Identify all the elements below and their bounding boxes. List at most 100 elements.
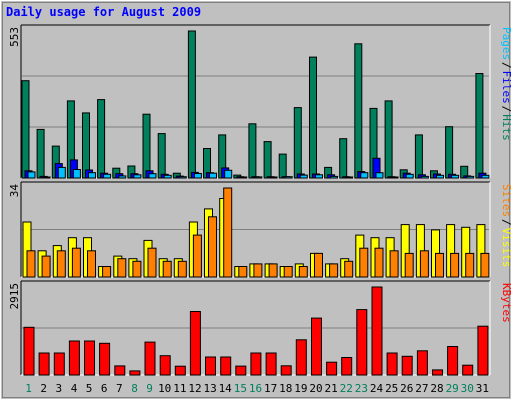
- bar-pages-day-3: [57, 166, 66, 179]
- bar-sites-day-11: [177, 260, 187, 278]
- x-tick-label-day-17: 17: [264, 382, 277, 395]
- bar-pages-day-7: [118, 175, 127, 179]
- bar-pages-day-22: [345, 176, 354, 179]
- bar-sites-day-19: [298, 266, 308, 278]
- bar-hits-day-31: [475, 73, 484, 179]
- bar-kbytes-day-16: [250, 352, 262, 376]
- legend-separator: /: [500, 62, 512, 69]
- bar-sites-day-1: [26, 250, 36, 278]
- x-tick-label-day-21: 21: [324, 382, 337, 395]
- bar-hits-day-20: [309, 56, 317, 179]
- bar-pages-day-13: [209, 172, 217, 179]
- bar-sites-day-31: [480, 252, 490, 278]
- bar-sites-day-22: [344, 260, 354, 278]
- bar-hits-day-2: [36, 128, 45, 179]
- bar-sites-day-16: [253, 263, 263, 278]
- bar-kbytes-day-10: [159, 355, 171, 376]
- bar-sites-day-12: [192, 234, 202, 278]
- legend-separator: /: [500, 219, 512, 226]
- bar-sites-day-20: [314, 252, 323, 278]
- bar-kbytes-day-21: [326, 361, 338, 376]
- bar-sites-day-15: [238, 266, 248, 278]
- bar-sites-day-23: [359, 247, 369, 278]
- x-tick-label-day-4: 4: [71, 382, 78, 395]
- bar-pages-day-21: [330, 175, 339, 179]
- bar-hits-day-29: [445, 126, 454, 179]
- x-tick-label-day-22: 22: [340, 382, 353, 395]
- bar-sites-day-24: [374, 247, 384, 278]
- x-tick-label-day-29: 29: [446, 382, 459, 395]
- bar-pages-day-18: [284, 176, 293, 179]
- bar-kbytes-day-1: [23, 326, 35, 376]
- bar-kbytes-day-6: [99, 342, 111, 376]
- legend-hits: Hits: [500, 114, 512, 141]
- bar-kbytes-day-11: [174, 365, 186, 376]
- chart-title: Daily usage for August 2009: [6, 5, 202, 19]
- bar-kbytes-day-15: [235, 365, 247, 376]
- bar-hits-day-22: [339, 138, 348, 179]
- bar-kbytes-day-8: [129, 370, 141, 376]
- x-tick-label-day-20: 20: [309, 382, 322, 395]
- bar-pages-day-27: [420, 175, 429, 179]
- bar-sites-day-10: [162, 260, 172, 278]
- bar-sites-day-29: [450, 252, 460, 278]
- x-tick-label-day-18: 18: [279, 382, 292, 395]
- bar-pages-day-19: [299, 174, 308, 179]
- bar-pages-day-25: [390, 176, 399, 179]
- bar-kbytes-day-12: [189, 311, 201, 376]
- bar-kbytes-day-27: [416, 350, 428, 376]
- bar-pages-day-23: [360, 172, 369, 179]
- bar-kbytes-day-4: [68, 340, 80, 376]
- x-tick-label-day-1: 1: [25, 382, 32, 395]
- bar-pages-day-6: [103, 173, 112, 179]
- bar-sites-day-9: [147, 247, 157, 278]
- bar-pages-day-9: [148, 173, 157, 179]
- bar-hits-day-19: [293, 107, 302, 179]
- bar-sites-day-27: [419, 250, 429, 278]
- bar-hits-day-9: [142, 113, 151, 179]
- bar-pages-day-2: [42, 176, 51, 179]
- x-tick-label-day-3: 3: [55, 382, 62, 395]
- bar-sites-day-13: [208, 216, 217, 278]
- bar-pages-day-17: [269, 176, 278, 179]
- legend-files: Files: [500, 71, 512, 104]
- bar-hits-day-5: [82, 112, 90, 179]
- bar-pages-day-1: [27, 171, 36, 179]
- x-tick-label-day-9: 9: [146, 382, 153, 395]
- y-max-label: 34: [8, 184, 21, 198]
- bar-sites-day-4: [71, 247, 81, 278]
- bar-kbytes-day-25: [386, 352, 398, 376]
- bar-sites-day-8: [132, 260, 142, 278]
- bar-sites-day-21: [329, 263, 339, 278]
- bar-hits-day-18: [278, 153, 287, 179]
- bar-kbytes-day-5: [84, 340, 95, 376]
- bar-sites-day-3: [56, 250, 66, 278]
- bar-pages-day-5: [88, 172, 96, 179]
- bar-hits-day-12: [187, 30, 196, 179]
- bar-hits-day-27: [414, 134, 423, 179]
- bar-sites-day-14: [223, 187, 233, 278]
- x-tick-label-day-19: 19: [294, 382, 307, 395]
- bar-kbytes-day-24: [371, 286, 383, 376]
- bar-hits-day-6: [97, 99, 106, 179]
- x-tick-label-day-6: 6: [101, 382, 108, 395]
- bar-hits-day-23: [354, 43, 363, 179]
- bar-kbytes-day-13: [205, 356, 216, 376]
- bar-sites-day-30: [465, 252, 475, 278]
- bar-kbytes-day-2: [38, 352, 50, 376]
- bar-pages-day-15: [239, 176, 248, 179]
- x-tick-label-day-11: 11: [173, 382, 186, 395]
- x-tick-label-day-12: 12: [188, 382, 201, 395]
- legend-visits: Visits: [500, 228, 512, 268]
- bar-pages-day-8: [133, 174, 142, 179]
- legend-pages: Pages: [500, 27, 512, 60]
- bar-kbytes-day-26: [401, 355, 413, 376]
- bar-kbytes-day-30: [462, 364, 474, 376]
- x-tick-label-day-31: 31: [476, 382, 489, 395]
- x-tick-label-day-28: 28: [430, 382, 443, 395]
- bar-pages-day-20: [315, 174, 323, 179]
- bar-pages-day-10: [163, 174, 172, 179]
- bar-kbytes-day-17: [265, 352, 277, 376]
- bar-kbytes-day-22: [341, 357, 353, 376]
